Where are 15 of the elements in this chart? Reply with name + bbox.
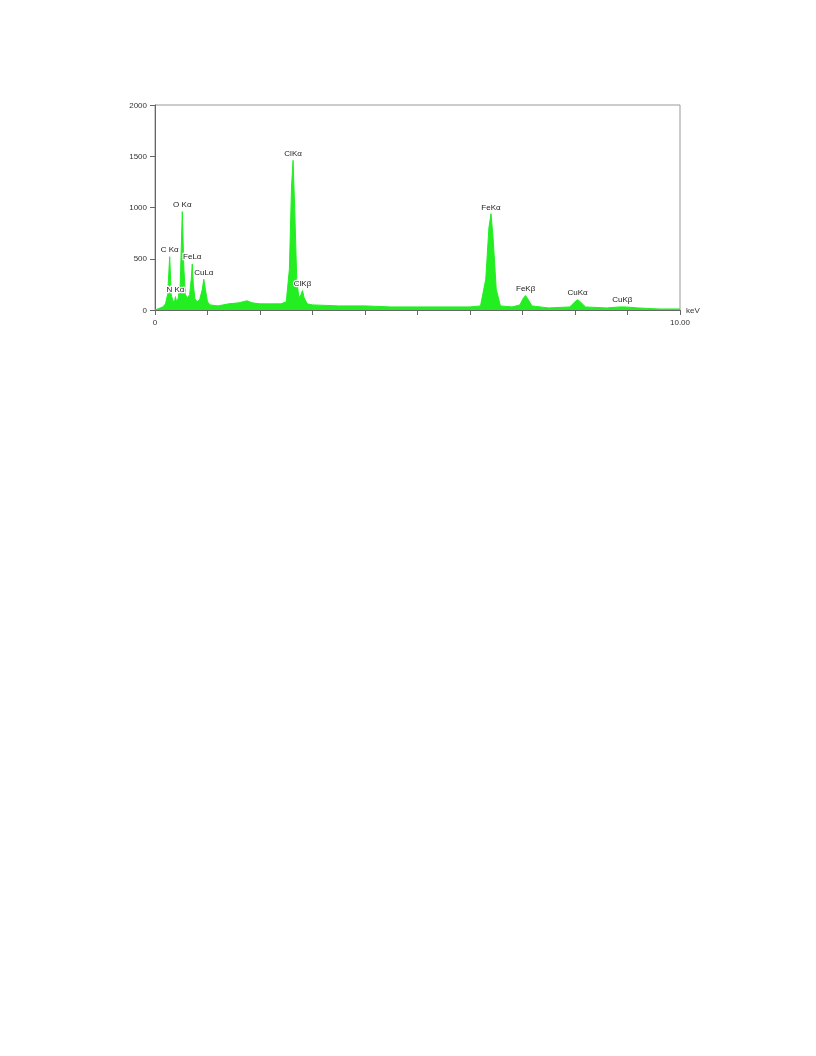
annotation: C Kα bbox=[160, 245, 180, 255]
x-tick-label: 10.00 bbox=[669, 317, 691, 327]
annotation: CuKα bbox=[567, 288, 589, 298]
y-tick-label: 500 bbox=[133, 254, 148, 264]
annotation: FeKβ bbox=[516, 284, 536, 294]
annotation: CuKβ bbox=[612, 295, 633, 305]
y-tick-label: 1000 bbox=[129, 203, 148, 212]
y-tick-label: 1500 bbox=[129, 151, 148, 161]
y-tick-label: 0 bbox=[142, 305, 148, 315]
annotation: FeKα bbox=[481, 202, 502, 212]
annotation: ClKα bbox=[284, 148, 303, 158]
annotation: CuLα bbox=[194, 267, 214, 277]
y-tick-label: 2000 bbox=[129, 100, 148, 110]
annotation: O Kα bbox=[173, 200, 192, 210]
x-axis-title: keV bbox=[686, 305, 701, 315]
